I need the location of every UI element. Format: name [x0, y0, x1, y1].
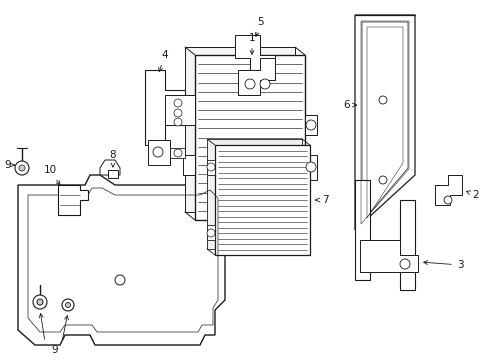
Circle shape: [378, 96, 386, 104]
Circle shape: [378, 176, 386, 184]
Polygon shape: [305, 115, 316, 135]
Circle shape: [305, 120, 315, 130]
Polygon shape: [434, 175, 461, 205]
Polygon shape: [235, 35, 274, 75]
Circle shape: [399, 259, 409, 269]
Polygon shape: [170, 148, 184, 158]
Polygon shape: [215, 145, 309, 255]
Text: 5: 5: [255, 17, 263, 36]
Polygon shape: [359, 240, 417, 272]
Polygon shape: [108, 170, 118, 178]
Polygon shape: [58, 185, 88, 215]
Text: 2: 2: [466, 190, 478, 200]
Text: 1: 1: [248, 33, 255, 54]
Polygon shape: [206, 225, 215, 240]
Polygon shape: [195, 55, 305, 220]
Polygon shape: [399, 200, 414, 290]
Circle shape: [153, 147, 163, 157]
Circle shape: [62, 299, 74, 311]
Circle shape: [443, 196, 451, 204]
Circle shape: [305, 162, 315, 172]
Text: 9: 9: [52, 345, 58, 355]
Polygon shape: [100, 160, 120, 175]
Circle shape: [206, 229, 215, 237]
Polygon shape: [354, 15, 414, 230]
Polygon shape: [18, 175, 224, 345]
Circle shape: [115, 275, 125, 285]
Polygon shape: [184, 47, 294, 212]
Circle shape: [19, 165, 25, 171]
Text: 4: 4: [158, 50, 168, 72]
Polygon shape: [206, 160, 215, 175]
Polygon shape: [164, 95, 195, 125]
Circle shape: [15, 161, 29, 175]
Polygon shape: [354, 180, 369, 280]
Circle shape: [174, 118, 182, 126]
Polygon shape: [305, 155, 316, 180]
Circle shape: [174, 149, 182, 157]
Circle shape: [174, 99, 182, 107]
Text: 6: 6: [343, 100, 356, 110]
Circle shape: [33, 295, 47, 309]
Circle shape: [174, 109, 182, 117]
Circle shape: [206, 163, 215, 171]
Text: 7: 7: [315, 195, 327, 205]
Text: 10: 10: [43, 165, 60, 185]
Text: 8: 8: [109, 150, 116, 167]
Circle shape: [260, 79, 269, 89]
Polygon shape: [238, 58, 274, 95]
Polygon shape: [206, 139, 302, 249]
Polygon shape: [148, 140, 170, 165]
Circle shape: [37, 299, 43, 305]
Polygon shape: [145, 70, 184, 145]
Polygon shape: [183, 95, 195, 115]
Circle shape: [244, 79, 254, 89]
Polygon shape: [183, 155, 195, 175]
Circle shape: [65, 302, 70, 307]
Text: 9: 9: [5, 160, 14, 170]
Text: 3: 3: [423, 260, 462, 270]
